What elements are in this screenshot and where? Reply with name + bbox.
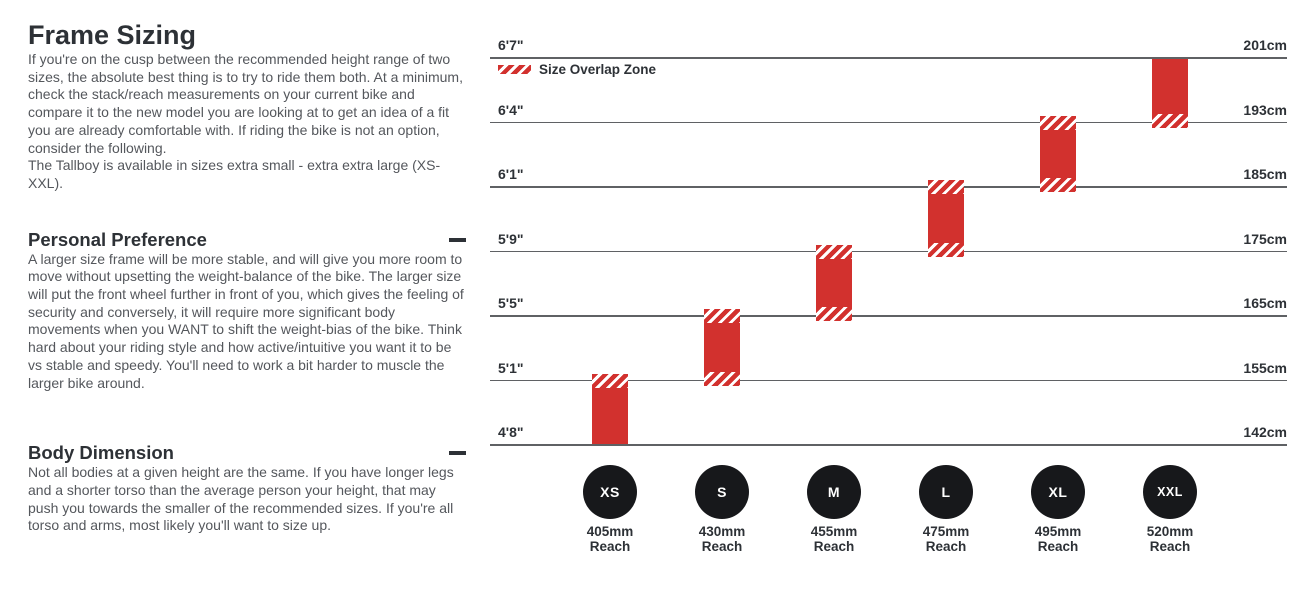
overlap-hatch-swatch-icon (498, 65, 531, 74)
height-tick-ft: 5'1" (498, 359, 524, 376)
size-circle-s: S (695, 465, 749, 519)
height-tick-ft: 6'1" (498, 166, 524, 182)
page-title: Frame Sizing (28, 20, 197, 50)
size-circle-m: M (807, 465, 861, 519)
reach-caption: Reach (813, 539, 855, 554)
reach-caption: Reach (589, 539, 631, 554)
section-heading-personal-preference: Personal Preference (28, 228, 207, 250)
section-header-body-dimension: Body Dimension (28, 442, 469, 464)
minus-icon (449, 451, 466, 456)
size-bar-xl (1040, 115, 1076, 192)
size-circle-xxl: XXL (1143, 465, 1197, 519)
overlap-zone-top (928, 180, 964, 194)
size-bar-xxl (1152, 58, 1188, 128)
gridline (490, 250, 1287, 253)
overlap-zone-bottom (704, 371, 740, 386)
overlap-zone-bottom (928, 242, 964, 257)
sizing-guide-text-column: Frame Sizing If you're on the cusp betwe… (28, 20, 469, 535)
reach-label-xl: 495mm Reach (1013, 524, 1103, 554)
reach-caption: Reach (925, 539, 967, 554)
overlap-zone-top (816, 244, 852, 259)
overlap-zone-top (592, 373, 628, 388)
height-tick-cm: 193cm (1243, 101, 1287, 118)
reach-label-s: 430mm Reach (677, 524, 767, 554)
overlap-zone-top (1040, 115, 1076, 130)
reach-value: 495mm (1034, 524, 1082, 539)
section-heading-body-dimension: Body Dimension (28, 442, 174, 464)
reach-caption: Reach (1037, 539, 1079, 554)
reach-value: 455mm (810, 524, 858, 539)
reach-caption: Reach (1149, 539, 1191, 554)
size-circle-l: L (919, 465, 973, 519)
gridline (490, 444, 1287, 446)
size-circle-xs: XS (583, 465, 637, 519)
size-bar-l (928, 180, 964, 257)
size-circle-xl: XL (1031, 465, 1085, 519)
height-tick-ft: 4'8" (498, 424, 524, 440)
height-tick-cm: 185cm (1243, 166, 1287, 182)
intro-paragraph: If you're on the cusp between the recomm… (28, 51, 463, 156)
overlap-zone-top (704, 309, 740, 323)
gridline (490, 57, 1287, 59)
height-tick-ft: 5'9" (498, 230, 524, 247)
reach-value: 520mm (1146, 524, 1194, 539)
legend: Size Overlap Zone (498, 62, 656, 77)
gridline (490, 315, 1287, 317)
reach-value: 405mm (586, 524, 634, 539)
height-tick-cm: 155cm (1243, 359, 1287, 376)
height-tick-ft: 5'5" (498, 295, 524, 311)
legend-label: Size Overlap Zone (539, 62, 657, 77)
gridline (490, 121, 1287, 124)
reach-label-xs: 405mm Reach (565, 524, 655, 554)
collapse-toggle-body-dimension[interactable] (446, 445, 469, 461)
section-header-personal-preference: Personal Preference (28, 229, 469, 251)
height-tick-cm: 175cm (1243, 230, 1287, 247)
height-tick-cm: 165cm (1243, 295, 1287, 311)
size-bar-m (816, 244, 852, 321)
reach-caption: Reach (701, 539, 743, 554)
height-tick-ft: 6'4" (498, 101, 524, 118)
gridline (490, 379, 1287, 382)
overlap-zone-bottom (1040, 178, 1076, 192)
height-tick-cm: 142cm (1243, 424, 1287, 440)
reach-label-xxl: 520mm Reach (1125, 524, 1215, 554)
body-dimension-paragraph: Not all bodies at a given height are the… (28, 464, 454, 534)
reach-label-l: 475mm Reach (901, 524, 991, 554)
personal-preference-paragraph: A larger size frame will be more stable,… (28, 250, 464, 391)
overlap-zone-bottom (816, 307, 852, 321)
reach-value: 430mm (698, 524, 746, 539)
height-tick-cm: 201cm (1243, 37, 1287, 53)
collapse-toggle-personal-preference[interactable] (446, 232, 469, 248)
size-bar-s (704, 309, 740, 386)
frame-size-chart: Size Overlap Zone 6'7" 201cm 6'4" 193cm 6'1"… (490, 0, 1290, 589)
height-tick-ft: 6'7" (498, 37, 524, 53)
gridline (490, 186, 1287, 188)
minus-icon (449, 237, 466, 242)
reach-value: 475mm (922, 524, 970, 539)
overlap-zone-bottom (1152, 113, 1188, 128)
tallboy-availability-paragraph: The Tallboy is available in sizes extra … (28, 157, 441, 191)
reach-label-m: 455mm Reach (789, 524, 879, 554)
size-bar-xs (592, 373, 628, 444)
